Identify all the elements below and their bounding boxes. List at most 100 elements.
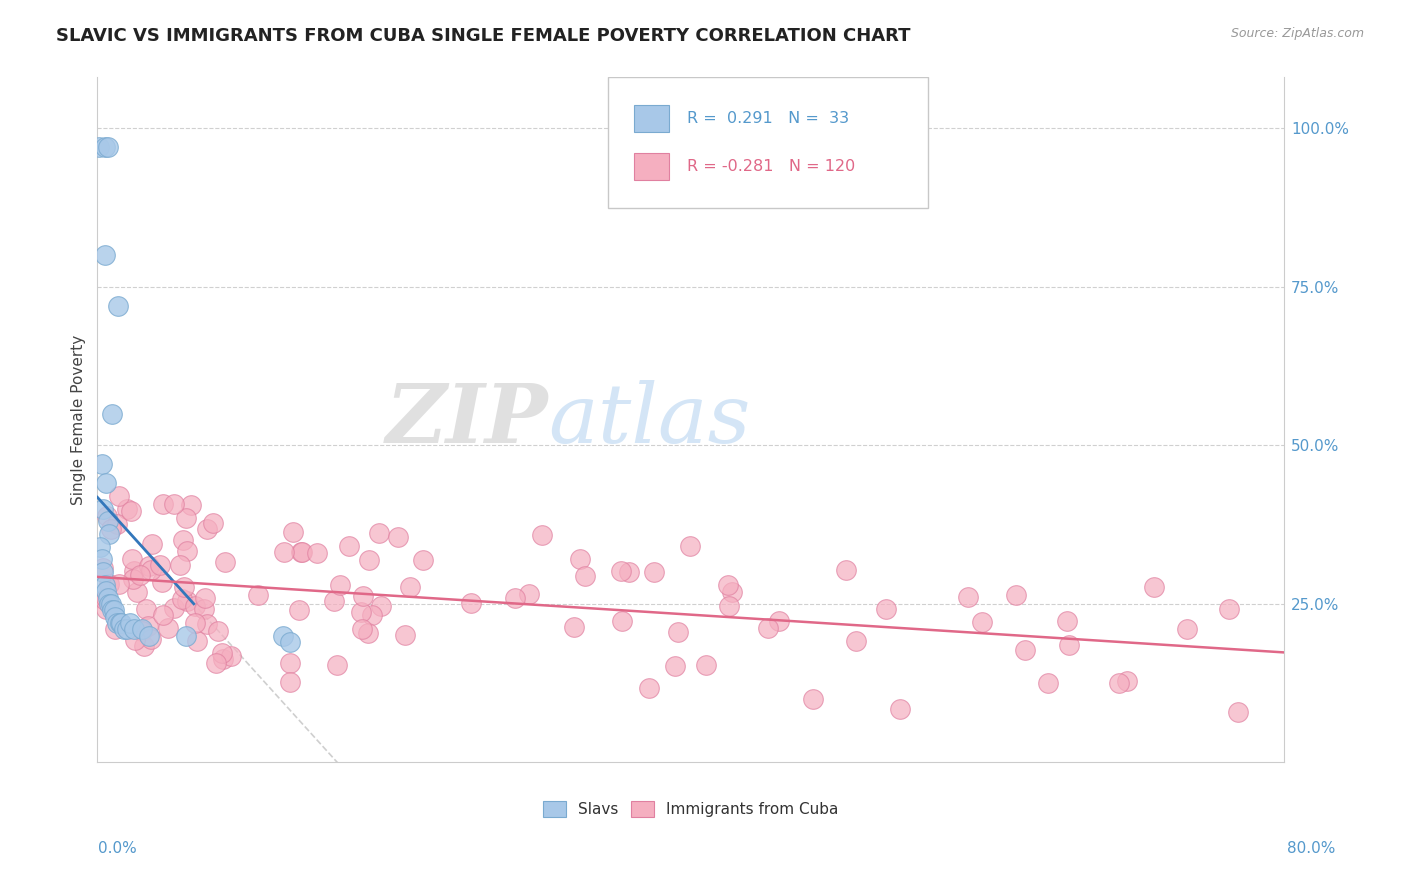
- Point: [531, 528, 554, 542]
- Point: [94, 602, 117, 616]
- Point: [246, 588, 269, 602]
- Point: [617, 566, 640, 580]
- Point: [195, 522, 218, 536]
- Point: [337, 539, 360, 553]
- FancyBboxPatch shape: [634, 105, 669, 132]
- Point: [664, 658, 686, 673]
- Point: [98, 527, 121, 541]
- Point: [1056, 614, 1078, 628]
- Point: [460, 596, 482, 610]
- Point: [394, 628, 416, 642]
- Point: [889, 702, 911, 716]
- Point: [271, 629, 294, 643]
- Point: [98, 577, 121, 591]
- Point: [387, 530, 409, 544]
- Point: [717, 578, 740, 592]
- Point: [138, 619, 160, 633]
- Point: [184, 599, 207, 613]
- Point: [122, 572, 145, 586]
- Point: [124, 622, 146, 636]
- Point: [679, 539, 702, 553]
- FancyBboxPatch shape: [634, 153, 669, 180]
- Point: [176, 629, 198, 643]
- Point: [115, 501, 138, 516]
- Text: Source: ZipAtlas.com: Source: ZipAtlas.com: [1230, 27, 1364, 40]
- Point: [326, 657, 349, 672]
- Point: [717, 599, 740, 613]
- Point: [118, 615, 141, 630]
- Point: [288, 603, 311, 617]
- Point: [1227, 705, 1250, 719]
- Point: [101, 407, 124, 421]
- Point: [91, 561, 114, 575]
- Point: [101, 603, 124, 617]
- Point: [152, 607, 174, 622]
- Point: [290, 545, 312, 559]
- Point: [835, 563, 858, 577]
- Point: [97, 515, 120, 529]
- Point: [637, 681, 659, 695]
- Point: [108, 489, 131, 503]
- Point: [97, 591, 120, 605]
- Point: [141, 537, 163, 551]
- Point: [305, 546, 328, 560]
- Point: [352, 622, 374, 636]
- Point: [90, 458, 112, 472]
- Point: [100, 597, 122, 611]
- FancyBboxPatch shape: [607, 78, 928, 208]
- Point: [1036, 675, 1059, 690]
- Point: [1108, 676, 1130, 690]
- Point: [138, 629, 160, 643]
- Point: [845, 634, 868, 648]
- Point: [720, 585, 742, 599]
- Point: [135, 602, 157, 616]
- Point: [108, 615, 131, 630]
- Point: [273, 545, 295, 559]
- Point: [574, 569, 596, 583]
- Point: [96, 509, 118, 524]
- Point: [202, 516, 225, 530]
- Legend: Slavs, Immigrants from Cuba: Slavs, Immigrants from Cuba: [537, 795, 845, 823]
- Point: [357, 553, 380, 567]
- Point: [412, 553, 434, 567]
- Point: [1218, 601, 1240, 615]
- Point: [129, 568, 152, 582]
- Point: [104, 609, 127, 624]
- Point: [89, 540, 111, 554]
- Point: [94, 140, 117, 154]
- Point: [957, 590, 980, 604]
- Point: [156, 621, 179, 635]
- Point: [281, 525, 304, 540]
- Point: [1014, 643, 1036, 657]
- Point: [1005, 588, 1028, 602]
- Point: [122, 564, 145, 578]
- Point: [172, 533, 194, 548]
- Point: [1143, 580, 1166, 594]
- Point: [112, 622, 135, 636]
- Point: [93, 592, 115, 607]
- Point: [121, 551, 143, 566]
- Point: [103, 603, 125, 617]
- Point: [399, 580, 422, 594]
- Point: [219, 648, 242, 663]
- Point: [125, 585, 148, 599]
- Text: 80.0%: 80.0%: [1288, 841, 1336, 856]
- Text: R =  0.291   N =  33: R = 0.291 N = 33: [688, 111, 849, 126]
- Point: [801, 692, 824, 706]
- Point: [104, 622, 127, 636]
- Point: [357, 626, 380, 640]
- Point: [107, 299, 129, 313]
- Point: [163, 497, 186, 511]
- Point: [278, 635, 301, 649]
- Point: [322, 594, 344, 608]
- Point: [756, 621, 779, 635]
- Point: [186, 633, 208, 648]
- Point: [124, 633, 146, 648]
- Point: [176, 544, 198, 558]
- Point: [211, 646, 233, 660]
- Text: atlas: atlas: [548, 380, 751, 460]
- Point: [131, 624, 153, 639]
- Point: [612, 614, 634, 628]
- Point: [370, 599, 392, 613]
- Point: [96, 591, 118, 605]
